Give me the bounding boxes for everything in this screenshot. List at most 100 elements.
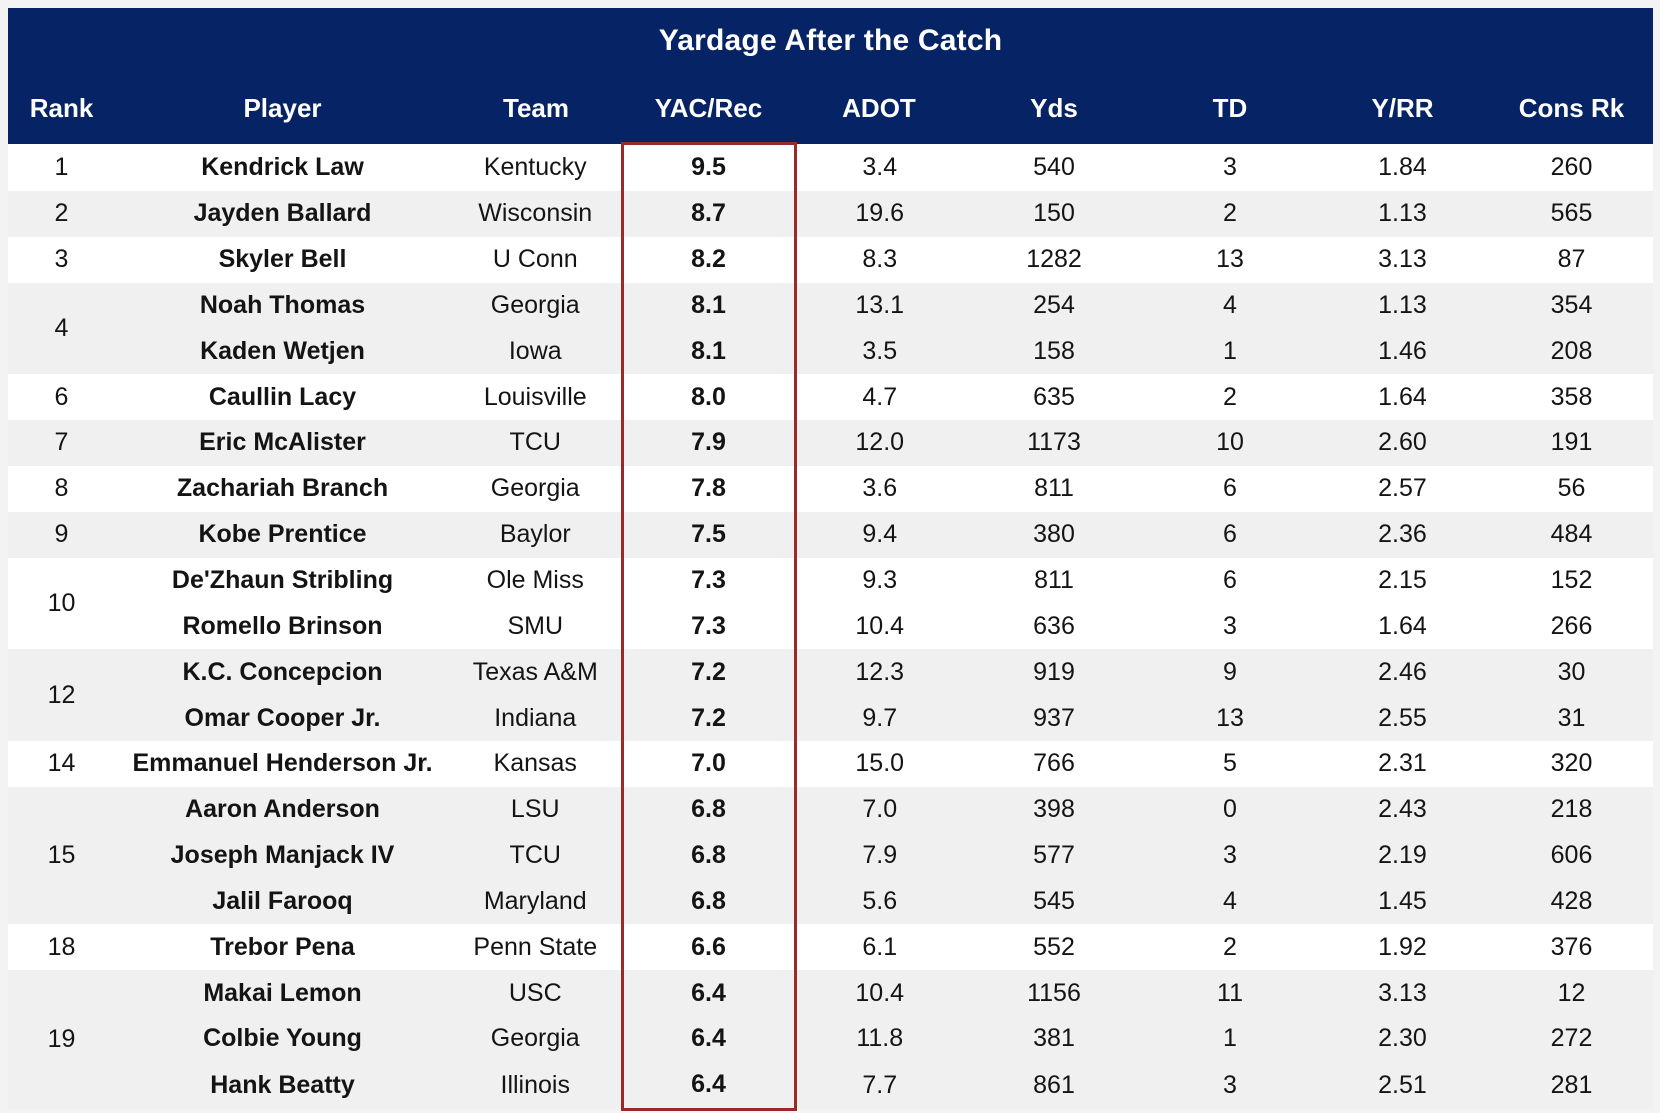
yrr-value: 2.43 — [1315, 786, 1490, 833]
yrr-value: 2.51 — [1315, 1061, 1490, 1110]
yac-value: 7.3 — [620, 603, 797, 650]
cons-rk-value: 87 — [1490, 236, 1653, 283]
yac-value: 6.8 — [620, 786, 797, 833]
player-name: Joseph Manjack IV — [115, 832, 450, 879]
table-row: 12 K.C. Concepcion Texas A&M 7.2 12.3 919 9 2.4… — [8, 649, 1653, 741]
yds-value: 636 — [963, 603, 1145, 650]
player-name: Emmanuel Henderson Jr. — [115, 740, 450, 787]
adot-value: 10.4 — [795, 603, 963, 650]
yac-value: 7.2 — [620, 649, 797, 696]
yac-value: 7.2 — [620, 695, 797, 741]
table-row: Omar Cooper Jr. Indiana 7.2 9.7 937 13 2.55 31 — [8, 695, 1653, 741]
yrr-value: 3.13 — [1315, 970, 1490, 1017]
player-name: Makai Lemon — [115, 970, 450, 1017]
adot-value: 6.1 — [795, 924, 963, 971]
td-value: 9 — [1145, 649, 1315, 696]
table-row: 6 Caullin Lacy Louisville 8.0 4.7 635 2 1.64 358 — [8, 374, 1653, 421]
player-name: Jalil Farooq — [115, 878, 450, 925]
yrr-value: 1.84 — [1315, 143, 1490, 191]
td-value: 5 — [1145, 740, 1315, 787]
cons-rk-value: 484 — [1490, 511, 1653, 558]
td-value: 3 — [1145, 1061, 1315, 1110]
table-row: Colbie Young Georgia 6.4 11.8 381 1 2.30 272 — [8, 1016, 1653, 1062]
team-name: TCU — [450, 420, 622, 466]
yds-value: 150 — [963, 190, 1145, 237]
td-value: 10 — [1145, 420, 1315, 466]
yac-value: 6.6 — [620, 924, 797, 971]
team-name: U Conn — [450, 236, 622, 283]
adot-value: 19.6 — [795, 190, 963, 237]
adot-value: 3.5 — [795, 328, 963, 375]
yac-value: 6.4 — [620, 970, 797, 1017]
rank-cell: 3 — [8, 236, 115, 283]
team-name: Illinois — [450, 1061, 622, 1110]
cons-rk-value: 272 — [1490, 1016, 1653, 1062]
yds-value: 861 — [963, 1061, 1145, 1110]
yac-value: 8.1 — [620, 282, 797, 329]
yac-value: 7.8 — [620, 465, 797, 512]
td-value: 13 — [1145, 236, 1315, 283]
yac-value: 9.5 — [620, 141, 797, 191]
yrr-value: 1.92 — [1315, 924, 1490, 971]
rank-cell: 10 — [8, 557, 115, 650]
yds-value: 545 — [963, 878, 1145, 925]
cons-rk-value: 354 — [1490, 282, 1653, 329]
yds-value: 552 — [963, 924, 1145, 971]
rank-cell: 8 — [8, 465, 115, 512]
yrr-value: 3.13 — [1315, 236, 1490, 283]
yrr-value: 1.64 — [1315, 603, 1490, 650]
team-name: USC — [450, 970, 622, 1017]
adot-value: 7.7 — [795, 1061, 963, 1110]
table-row: 14 Emmanuel Henderson Jr. Kansas 7.0 15.0 766… — [8, 740, 1653, 787]
player-name: De'Zhaun Stribling — [115, 557, 450, 604]
cons-rk-value: 320 — [1490, 740, 1653, 787]
team-name: Georgia — [450, 282, 622, 329]
td-value: 2 — [1145, 190, 1315, 237]
td-value: 13 — [1145, 695, 1315, 741]
team-name: Iowa — [450, 328, 622, 375]
yac-value: 6.4 — [620, 1016, 797, 1062]
table-row: 15 Aaron Anderson LSU 6.8 7.0 398 0 2.43 218 — [8, 786, 1653, 925]
yac-table: Rank Player Team YAC/Rec ADOT Yds TD Y/R… — [8, 74, 1655, 1111]
player-name: Trebor Pena — [115, 924, 450, 971]
rank-cell: 9 — [8, 511, 115, 558]
table-row: 8 Zachariah Branch Georgia 7.8 3.6 811 6 2.57 56 — [8, 465, 1653, 512]
team-name: Ole Miss — [450, 557, 622, 604]
column-header-yds: Yds — [963, 74, 1145, 144]
yds-value: 254 — [963, 282, 1145, 329]
column-header-cons-rk: Cons Rk — [1490, 74, 1653, 144]
adot-value: 7.9 — [795, 832, 963, 879]
yds-value: 635 — [963, 374, 1145, 421]
table-title: Yardage After the Catch — [658, 24, 1003, 57]
yac-value: 8.2 — [620, 236, 797, 283]
yds-value: 398 — [963, 786, 1145, 833]
rank-cell: 18 — [8, 924, 115, 971]
cons-rk-value: 218 — [1490, 786, 1653, 833]
cons-rk-value: 358 — [1490, 374, 1653, 421]
yds-value: 811 — [963, 557, 1145, 604]
rank-cell: 6 — [8, 374, 115, 421]
player-name: Hank Beatty — [115, 1061, 450, 1110]
team-name: Texas A&M — [450, 649, 622, 696]
column-header-adot: ADOT — [795, 74, 963, 144]
yds-value: 1282 — [963, 236, 1145, 283]
cons-rk-value: 12 — [1490, 970, 1653, 1017]
cons-rk-value: 191 — [1490, 420, 1653, 466]
adot-value: 9.3 — [795, 557, 963, 604]
column-header-team: Team — [450, 74, 622, 144]
yds-value: 919 — [963, 649, 1145, 696]
table-row: 1 Kendrick Law Kentucky 9.5 3.4 540 3 1.84 260 — [8, 141, 1653, 191]
cons-rk-value: 208 — [1490, 328, 1653, 375]
rank-cell: 4 — [8, 282, 115, 375]
adot-value: 4.7 — [795, 374, 963, 421]
player-name: Zachariah Branch — [115, 465, 450, 512]
yds-value: 1173 — [963, 420, 1145, 466]
yrr-value: 2.46 — [1315, 649, 1490, 696]
column-header-yac-rec: YAC/Rec — [622, 74, 795, 144]
adot-value: 13.1 — [795, 282, 963, 329]
td-value: 4 — [1145, 282, 1315, 329]
td-value: 6 — [1145, 557, 1315, 604]
team-name: Baylor — [450, 511, 622, 558]
adot-value: 10.4 — [795, 970, 963, 1017]
table-row: Jalil Farooq Maryland 6.8 5.6 545 4 1.45 428 — [8, 878, 1653, 925]
